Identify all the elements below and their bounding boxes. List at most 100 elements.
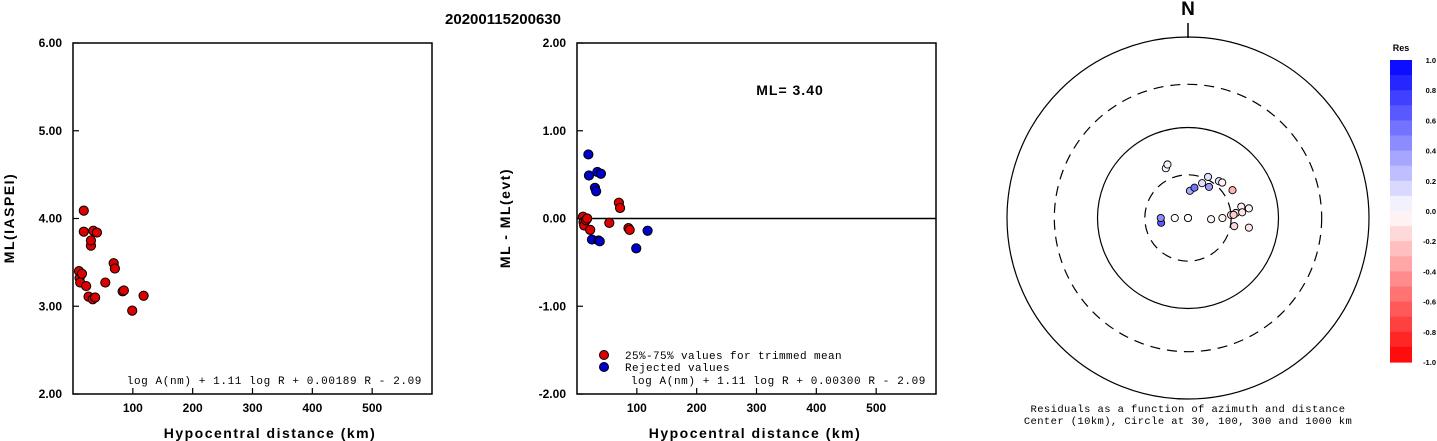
page-title: 20200115200630 — [445, 11, 561, 28]
data-point — [100, 277, 111, 288]
data-point — [127, 305, 138, 316]
data-point — [591, 186, 602, 197]
colorbar-swatch — [1390, 195, 1412, 212]
plot1-xlabel: Hypocentral distance (km) — [164, 425, 377, 441]
data-point — [642, 225, 653, 236]
station-marker — [1170, 213, 1179, 223]
x-tick-label: 100 — [627, 401, 647, 415]
x-tick-label: 100 — [123, 401, 143, 415]
station-marker — [1229, 210, 1238, 219]
colorbar-swatch — [1390, 346, 1412, 363]
station-marker — [1244, 204, 1253, 213]
distance-ring — [1096, 126, 1280, 310]
y-tick-label: -2.00 — [539, 387, 567, 401]
station-marker — [1244, 223, 1253, 232]
x-tick-label: 200 — [183, 401, 203, 415]
colorbar-swatch — [1390, 211, 1412, 227]
colorbar-tick-label: -0.6 — [1423, 298, 1436, 307]
y-tick-label: 6.00 — [39, 36, 63, 50]
colorbar-tick-label: -0.4 — [1423, 267, 1437, 276]
data-point — [81, 280, 92, 292]
colorbar-tick-label: 0.2 — [1426, 177, 1436, 186]
colorbar-swatch — [1390, 165, 1412, 182]
data-point — [604, 217, 615, 228]
ml-annotation: ML= 3.40 — [756, 82, 824, 98]
polar-caption-line2: Center (10km), Circle at 30, 100, 300 an… — [1024, 416, 1352, 428]
residual-vs-distance-plot: 100 200 300 400 500 -2.00 -1.00 0.00 1.00 2.00 ML… — [497, 36, 937, 441]
x-tick-label: 300 — [746, 401, 766, 415]
station-marker — [1156, 213, 1165, 223]
distance-ring — [1006, 36, 1370, 400]
data-point — [109, 263, 120, 274]
colorbar-swatch — [1390, 271, 1412, 288]
colorbar-swatch — [1390, 316, 1412, 333]
station-marker — [1198, 179, 1207, 188]
residual-colorbar: Res 1.0 0.8 0.6 0.4 0.2 0.0 -0.2 -0.4 -0.6 -0.8 -1… — [1390, 43, 1437, 367]
y-tick-label: 2.00 — [39, 387, 63, 401]
colorbar-tick-label: 1.0 — [1426, 56, 1436, 65]
y-tick-label: 2.00 — [543, 36, 567, 50]
data-point — [78, 205, 89, 216]
y-tick-label: 0.00 — [543, 212, 567, 226]
x-tick-label: 400 — [302, 401, 322, 415]
data-point — [78, 226, 89, 237]
colorbar-tick-label: -1.0 — [1423, 358, 1436, 367]
colorbar-swatch — [1390, 226, 1412, 242]
plot1-formula: log A(nm) + 1.11 log R + 0.00189 R - 2.0… — [127, 376, 422, 388]
data-point — [595, 168, 607, 179]
colorbar-swatch — [1390, 286, 1412, 303]
colorbar-swatch — [1390, 75, 1412, 91]
colorbar-swatch — [1390, 120, 1412, 137]
colorbar-tick-label: 0.4 — [1426, 147, 1437, 156]
data-point — [585, 224, 596, 236]
plot2-xlabel: Hypocentral distance (km) — [649, 425, 862, 441]
station-marker — [1163, 160, 1172, 169]
data-point — [91, 227, 103, 238]
y-tick-label: 1.00 — [543, 124, 567, 138]
station-marker — [1218, 178, 1227, 187]
station-marker — [1238, 208, 1247, 217]
colorbar-swatch — [1390, 150, 1412, 167]
station-marker — [1204, 182, 1214, 191]
station-marker — [1228, 186, 1237, 195]
data-point — [118, 285, 129, 296]
x-tick-label: 300 — [242, 401, 262, 415]
legend-label-rejected: Rejected values — [625, 363, 730, 375]
colorbar-tick-label: 0.6 — [1426, 116, 1436, 125]
data-point — [85, 235, 97, 246]
station-marker — [1190, 183, 1199, 192]
colorbar-swatch — [1390, 241, 1412, 257]
plot1-frame — [72, 42, 433, 395]
colorbar-swatch — [1390, 256, 1412, 272]
data-point — [76, 268, 88, 279]
data-point — [582, 213, 593, 224]
polar-caption-line1: Residuals as a function of azimuth and d… — [1031, 404, 1346, 416]
station-marker — [1207, 215, 1216, 224]
colorbar-tick-label: -0.8 — [1423, 328, 1436, 337]
plot2-ylabel: ML - ML(evt) — [497, 168, 513, 268]
azimuth-residual-plot: N Residuals as a function of azimuth and… — [1006, 0, 1370, 428]
x-tick-label: 500 — [866, 401, 886, 415]
colorbar-tick-label: 0.8 — [1426, 86, 1436, 95]
colorbar-swatch — [1390, 105, 1412, 121]
x-tick-label: 500 — [362, 401, 382, 415]
colorbar-tick-label: -0.2 — [1423, 237, 1436, 246]
y-tick-label: 3.00 — [39, 299, 63, 313]
station-marker — [1183, 213, 1193, 223]
colorbar-swatch — [1390, 90, 1412, 106]
data-point — [631, 243, 642, 254]
station-marker — [1203, 172, 1213, 181]
colorbar-swatch — [1390, 60, 1412, 76]
colorbar-title: Res — [1393, 43, 1410, 53]
data-point — [90, 292, 101, 303]
x-tick-label: 200 — [687, 401, 707, 415]
data-point — [614, 202, 626, 214]
colorbar-swatch — [1390, 301, 1412, 318]
x-tick-label: 400 — [806, 401, 826, 415]
y-tick-label: 4.00 — [39, 212, 63, 226]
data-point — [138, 290, 149, 301]
data-point — [594, 236, 605, 247]
legend-marker-rejected — [599, 362, 609, 372]
y-tick-label: -1.00 — [539, 299, 567, 313]
